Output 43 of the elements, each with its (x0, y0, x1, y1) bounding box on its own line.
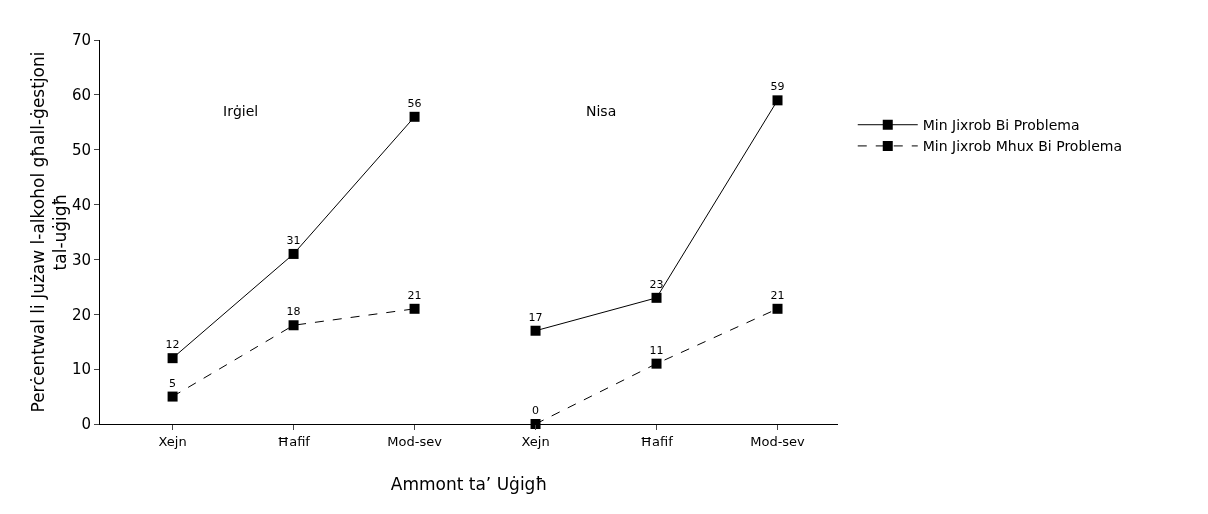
point (772, 95, 783, 106)
data-label: 17 (528, 310, 543, 324)
y-tick-label: 10 (71, 360, 91, 379)
point (288, 320, 299, 331)
annotation: Nisa (586, 103, 617, 119)
y-tick-label: 60 (71, 86, 91, 105)
data-label: 11 (649, 343, 664, 357)
y-tick-label: 0 (81, 415, 91, 434)
point (651, 292, 662, 303)
data-label: 23 (649, 277, 664, 291)
point (409, 111, 420, 122)
y-tick-label: 40 (71, 195, 91, 214)
x-tick-label: Mod-sev (387, 433, 443, 449)
data-label: 31 (286, 233, 301, 247)
legend-label: Min Jixrob Mhux Bi Problema (922, 138, 1123, 155)
data-label: 0 (532, 404, 540, 417)
y-tick-label: 50 (71, 140, 91, 159)
point (167, 391, 178, 402)
x-tick-label: Xejn (521, 433, 550, 449)
data-label: 21 (407, 288, 422, 302)
data-label: 59 (770, 80, 785, 94)
x-tick-label: Mod-sev (750, 433, 806, 449)
y-tick-label: 70 (71, 31, 91, 50)
data-label: 5 (169, 376, 177, 390)
point (167, 353, 178, 364)
point (651, 358, 662, 369)
data-label: 56 (407, 96, 422, 110)
x-tick-label: Xejn (158, 433, 187, 449)
data-label: 12 (165, 338, 180, 352)
y-tick-label: 20 (71, 305, 91, 324)
y-axis-title: Perċentwal li Jużaw l-alkohol għall-ġestjoni tal-uġigħ (27, 51, 70, 413)
x-tick-label: Ħafif (277, 433, 311, 449)
y-tick-label: 30 (71, 250, 91, 269)
point (772, 303, 783, 314)
point (288, 248, 299, 259)
point (409, 303, 420, 314)
data-label: 21 (770, 288, 785, 302)
annotation: Irġiel (223, 103, 259, 119)
x-tick-label: Ħafif (640, 433, 674, 449)
x-axis-title: Ammont ta’ Uġigħ (390, 474, 548, 494)
legend-label: Min Jixrob Bi Problema (922, 117, 1080, 134)
point (530, 325, 541, 336)
data-label: 18 (286, 305, 301, 319)
